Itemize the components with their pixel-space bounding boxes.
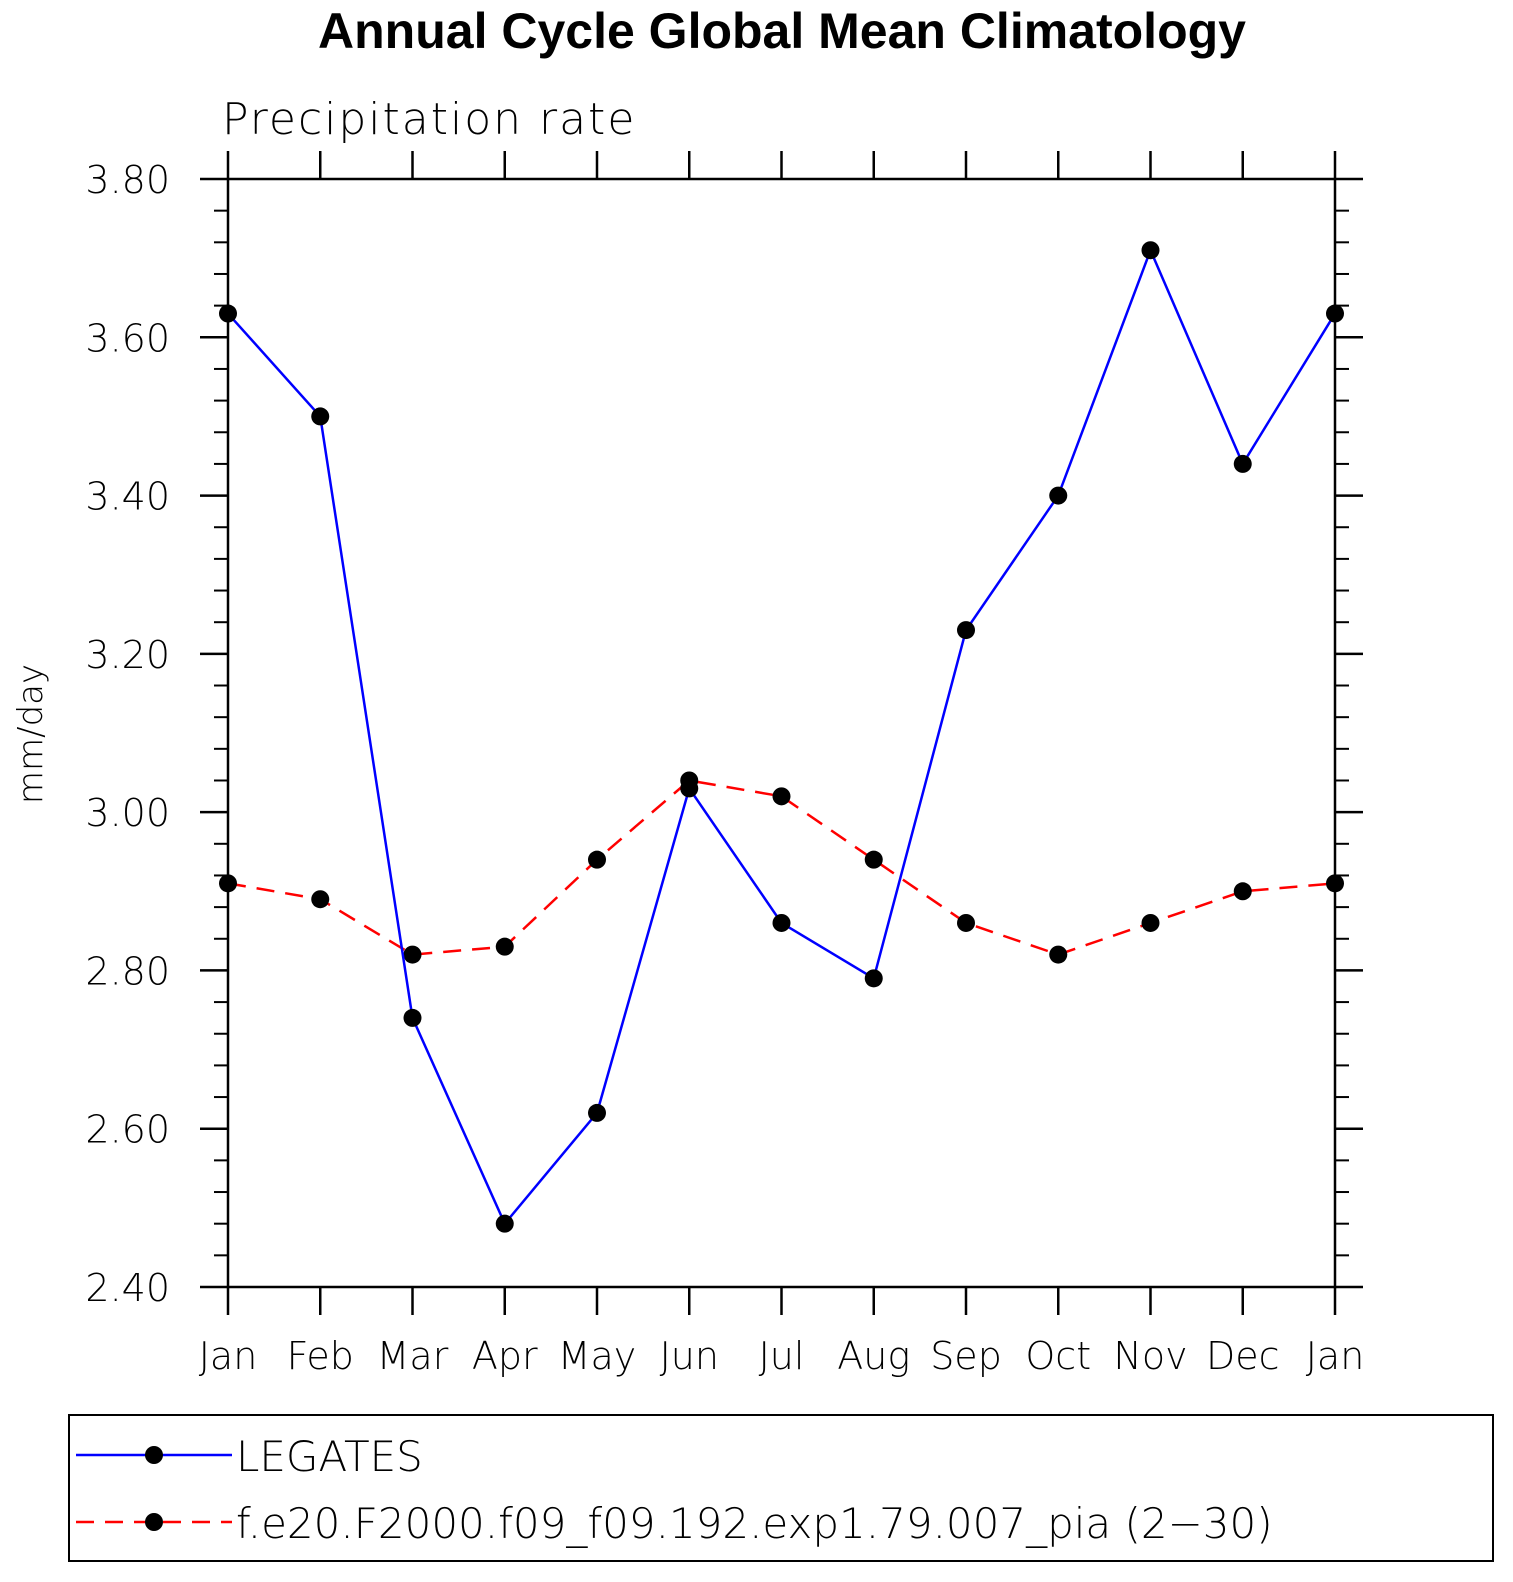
data-point [219, 874, 237, 893]
x-tick-label: Jan [1306, 1334, 1365, 1378]
data-point [588, 850, 606, 869]
legend: LEGATES f.e20.F2000.f09_f09.192.exp1.79.… [68, 1414, 1494, 1562]
x-tick-label: Mar [377, 1334, 449, 1378]
data-point [588, 1103, 606, 1122]
x-tick-label: Apr [472, 1334, 538, 1378]
data-point [1326, 874, 1344, 893]
legend-marker-legates [145, 1446, 163, 1464]
data-point [495, 1214, 514, 1233]
x-tick-label: Jun [660, 1334, 719, 1378]
legend-box [68, 1414, 1494, 1562]
data-point [311, 890, 330, 909]
data-point [772, 787, 791, 806]
legend-label-model: f.e20.F2000.f09_f09.192.exp1.79.007_pia … [236, 1499, 1273, 1548]
legend-label-legates: LEGATES [236, 1432, 423, 1481]
series-legates [219, 241, 1344, 1233]
data-point [957, 913, 975, 932]
data-point [403, 1008, 422, 1027]
x-tick-label: Aug [837, 1334, 910, 1378]
x-tick-label: Oct [1025, 1334, 1091, 1378]
chart-subtitle: Precipitation rate [222, 94, 636, 145]
x-tick-label: May [558, 1334, 637, 1378]
data-point [495, 937, 514, 956]
data-point [680, 779, 699, 798]
y-tick-label: 3.80 [85, 158, 170, 202]
data-point [1141, 241, 1160, 260]
x-tick-label: Nov [1113, 1334, 1187, 1378]
series-model [219, 771, 1344, 964]
chart-title: Annual Cycle Global Mean Climatology [318, 3, 1246, 59]
data-point [1049, 945, 1068, 964]
data-point [219, 304, 237, 323]
y-tick-label: 3.60 [85, 316, 170, 360]
data-point [864, 969, 883, 988]
x-tick-label: Jul [759, 1334, 805, 1378]
data-point [403, 945, 422, 964]
data-point [311, 407, 330, 426]
x-tick-label: Jan [199, 1334, 258, 1378]
plot-frame [226, 177, 1337, 1289]
data-point [1326, 304, 1344, 323]
x-tick-label: Feb [287, 1334, 354, 1378]
x-tick-label: Sep [930, 1334, 1002, 1378]
data-point [864, 850, 883, 869]
data-point [1141, 913, 1160, 932]
y-tick-label: 3.00 [85, 791, 170, 835]
axes: 2.40 2.60 2.80 3.00 3.20 3.40 3.60 3.80 Jan Feb Ma… [85, 151, 1364, 1378]
y-axis-label: mm/day [11, 664, 51, 804]
y-tick-label: 2.80 [85, 949, 170, 993]
series-layer [219, 241, 1344, 1233]
y-tick-label: 3.40 [85, 475, 170, 519]
data-point [1233, 454, 1252, 473]
legend-marker-model [145, 1513, 163, 1531]
series-line [227, 246, 1337, 1227]
y-tick-label: 2.60 [85, 1108, 170, 1152]
data-point [1049, 486, 1068, 505]
data-point [957, 621, 975, 640]
y-tick-label: 2.40 [85, 1266, 170, 1310]
data-point [772, 913, 791, 932]
data-point [1233, 882, 1252, 901]
y-tick-label: 3.20 [85, 633, 170, 677]
x-tick-label: Dec [1206, 1334, 1280, 1378]
